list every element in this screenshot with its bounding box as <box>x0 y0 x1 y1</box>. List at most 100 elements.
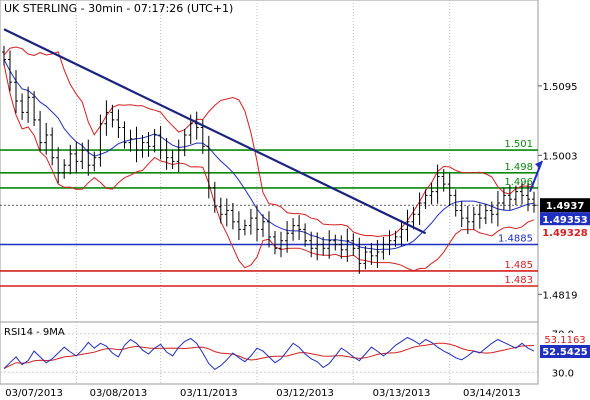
price-bar <box>483 204 488 225</box>
price-bar <box>212 181 217 213</box>
price-axis-label: 1.5003 <box>543 151 578 162</box>
price-bar <box>339 235 344 259</box>
price-bar <box>110 104 115 128</box>
price-bar <box>56 147 61 184</box>
price-bar <box>74 141 79 174</box>
price-bar <box>14 70 18 114</box>
price-bar <box>477 203 482 229</box>
price-bar <box>140 135 145 158</box>
price-bar <box>92 151 97 172</box>
rsi-ma-value-tag <box>540 333 590 346</box>
price-bar <box>255 206 259 242</box>
price-bar <box>44 122 49 155</box>
ma-value-tag-label: 1.49353 <box>542 215 588 226</box>
price-bar <box>128 129 133 152</box>
price-bar <box>80 142 85 169</box>
rsi-panel-frame <box>0 321 539 385</box>
price-bar <box>32 91 37 126</box>
level-label: 1.501 <box>504 139 533 150</box>
price-bar <box>218 197 223 224</box>
price-bar <box>471 206 476 230</box>
price-bar <box>26 86 31 123</box>
price-bar <box>459 201 464 228</box>
price-bar <box>248 209 253 235</box>
ma-value-tag <box>540 212 590 227</box>
price-bar <box>526 183 530 212</box>
price-bar <box>267 211 271 248</box>
price-bar <box>465 206 470 234</box>
price-bar <box>309 231 314 258</box>
level-label: 1.485 <box>504 260 533 271</box>
price-bar <box>363 246 368 270</box>
level-label: 1.483 <box>504 275 533 286</box>
band-value-tag-label: 1.49328 <box>542 228 588 239</box>
price-bar <box>393 230 398 247</box>
price-bar <box>513 185 518 206</box>
current-price-tag-label: 1.4937 <box>546 201 585 212</box>
price-bar <box>50 127 55 166</box>
price-bar <box>170 150 175 169</box>
price-bar <box>369 243 374 265</box>
price-bar <box>303 223 308 247</box>
price-panel-frame <box>0 0 539 323</box>
x-tick-label: 03/12/2013 <box>276 388 334 399</box>
price-bar <box>20 93 25 120</box>
chart-title: UK STERLING - 30min - 07:17:26 (UTC+1) <box>4 2 233 15</box>
price-bar <box>435 164 440 204</box>
price-bar <box>441 169 446 192</box>
price-bar <box>146 132 151 157</box>
price-axis-label: 1.5095 <box>543 82 578 93</box>
price-bar <box>116 109 121 138</box>
rsi-ma-value-label: 53.1163 <box>544 335 585 346</box>
x-tick-label: 03/11/2013 <box>180 388 238 399</box>
x-tick-label: 03/14/2013 <box>463 388 521 399</box>
price-bar <box>279 231 283 258</box>
price-bar <box>381 237 386 260</box>
price-bar <box>236 211 241 240</box>
price-bar <box>297 215 302 240</box>
price-bar <box>447 173 452 206</box>
price-bar <box>417 192 422 225</box>
price-bar <box>38 110 43 152</box>
rsi-line <box>3 336 535 371</box>
price-axis-label: 1.4819 <box>543 290 578 301</box>
price-bar <box>520 182 524 205</box>
price-bar <box>261 214 265 237</box>
price-bar <box>98 114 103 167</box>
rsi-title: RSI14 - 9MA <box>4 327 65 338</box>
price-bar <box>411 206 416 230</box>
projection-arrow-head <box>535 161 542 169</box>
price-bar <box>453 189 458 217</box>
level-label: 1.498 <box>504 162 533 173</box>
price-bar <box>327 230 332 259</box>
price-bar <box>532 191 536 213</box>
price-bar <box>507 184 512 210</box>
price-bar <box>315 232 320 261</box>
price-bar <box>387 230 392 256</box>
level-label: 1.496 <box>504 177 533 188</box>
price-bar <box>399 220 404 246</box>
price-bar <box>224 198 229 227</box>
price-bar <box>2 45 6 66</box>
price-bar <box>273 230 277 255</box>
price-bar <box>242 219 247 236</box>
rsi-axis-label: 30.0 <box>552 368 574 379</box>
price-bar <box>423 189 428 209</box>
level-label: 1.4885 <box>498 234 533 245</box>
price-bar <box>345 228 350 262</box>
price-bar <box>375 240 380 268</box>
current-price-tag <box>540 198 590 213</box>
x-tick-label: 03/08/2013 <box>90 388 148 399</box>
price-bar <box>176 139 181 172</box>
price-bar <box>62 159 67 179</box>
price-bar <box>182 129 187 157</box>
price-bar <box>357 237 362 274</box>
trendline <box>3 28 427 235</box>
rsi-value-label: 52.5425 <box>542 347 588 358</box>
price-bar <box>134 126 139 163</box>
upper-band-line <box>3 46 535 238</box>
price-bar <box>321 237 326 256</box>
price-bar <box>158 126 163 160</box>
price-bar <box>104 100 109 136</box>
